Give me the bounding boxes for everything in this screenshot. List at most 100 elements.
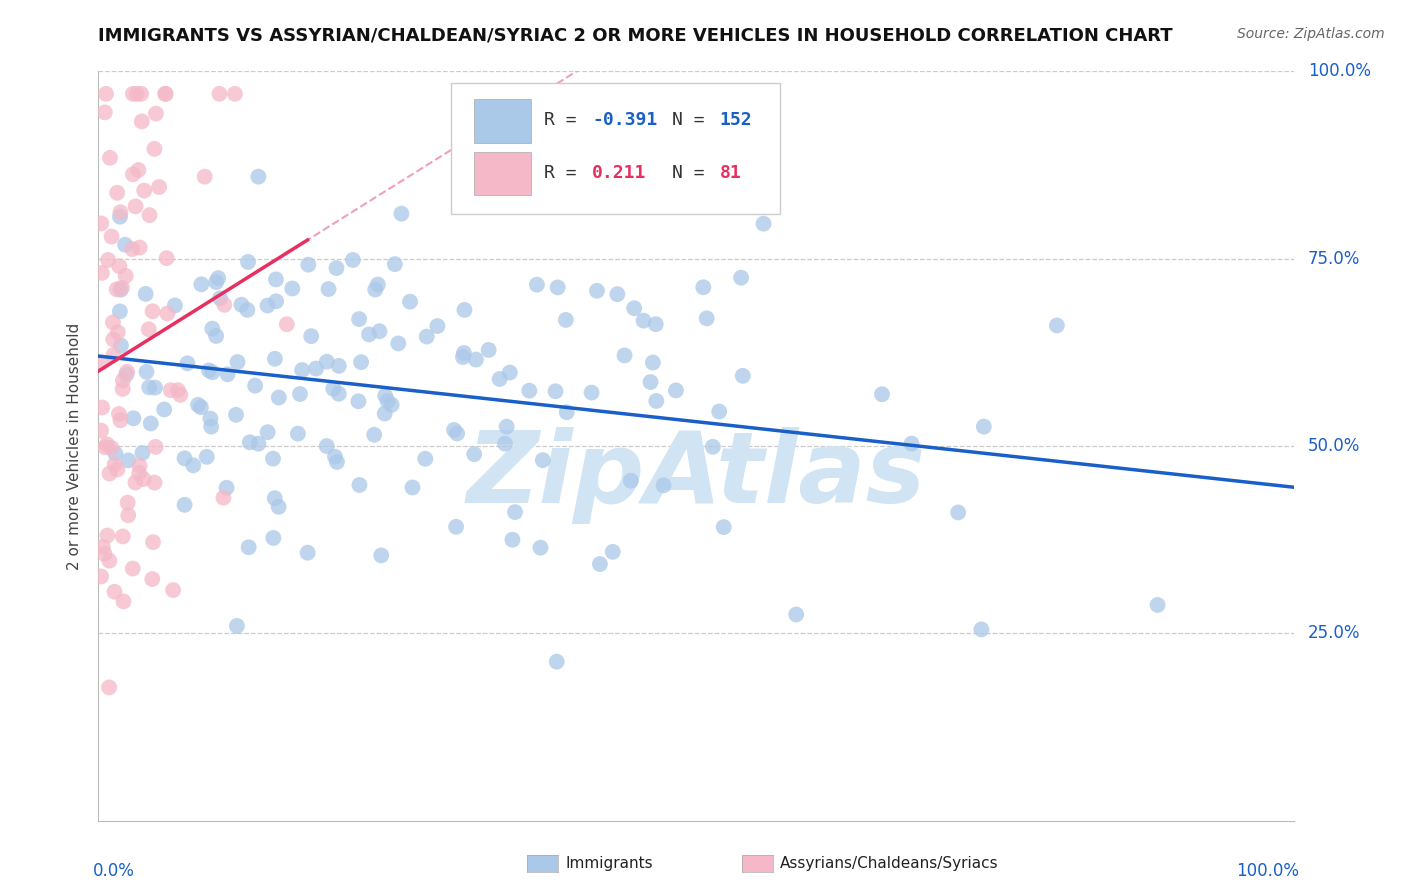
Point (138, 322, 160, 336)
Point (96, 437, 118, 451)
Point (387, 336, 409, 351)
Point (129, 87, 152, 101)
Point (153, 402, 176, 417)
Point (606, 287, 628, 301)
Point (702, 440, 724, 454)
Point (187, 398, 209, 412)
Point (262, 451, 284, 466)
Point (426, 319, 449, 334)
Point (91, 540, 114, 554)
Text: 25.0%: 25.0% (1308, 624, 1361, 642)
Point (103, 348, 125, 362)
Point (90, 424, 112, 438)
Point (443, 423, 465, 437)
Point (315, 439, 337, 453)
Point (900, 436, 922, 450)
Point (1046, 318, 1069, 333)
Text: N =: N = (672, 163, 716, 181)
Point (652, 478, 675, 492)
Point (110, 413, 132, 427)
Point (138, 380, 160, 394)
Point (692, 280, 714, 294)
Point (156, 251, 179, 265)
Point (115, 365, 138, 379)
Point (145, 106, 167, 120)
Point (752, 217, 775, 231)
Point (322, 382, 344, 396)
Point (291, 363, 314, 377)
Point (135, 286, 157, 301)
Text: 100.0%: 100.0% (1236, 862, 1299, 880)
Point (546, 655, 568, 669)
Point (173, 498, 195, 512)
Point (239, 435, 262, 450)
Text: 152: 152 (720, 112, 752, 129)
Point (122, 87, 145, 101)
Point (236, 255, 259, 269)
Point (125, 87, 148, 101)
Point (98, 554, 121, 568)
Point (633, 313, 655, 327)
Point (155, 87, 177, 101)
Text: 75.0%: 75.0% (1308, 250, 1360, 268)
Text: Immigrants: Immigrants (565, 856, 652, 871)
Point (526, 277, 548, 292)
Point (98, 467, 121, 481)
Point (108, 259, 131, 273)
Point (105, 186, 128, 200)
Point (128, 458, 150, 473)
Point (276, 318, 298, 332)
Point (328, 359, 350, 373)
Point (201, 321, 224, 335)
Point (370, 549, 392, 563)
Point (104, 446, 127, 460)
Point (299, 329, 322, 343)
Point (143, 142, 166, 156)
Point (134, 184, 156, 198)
Point (555, 405, 578, 419)
Point (602, 545, 624, 559)
Point (499, 366, 522, 380)
Point (214, 298, 236, 312)
Point (581, 385, 603, 400)
Point (207, 271, 229, 285)
Point (297, 258, 319, 272)
Text: 81: 81 (720, 163, 741, 181)
Point (101, 315, 124, 329)
Point (142, 535, 165, 549)
Point (416, 329, 439, 343)
Point (145, 440, 167, 454)
Point (325, 261, 347, 276)
Point (108, 304, 131, 318)
Point (367, 277, 389, 292)
Point (153, 87, 176, 101)
Point (131, 446, 153, 460)
Point (315, 354, 337, 368)
Point (264, 351, 287, 366)
Text: 50.0%: 50.0% (1308, 437, 1360, 455)
Point (131, 114, 153, 128)
Point (162, 583, 184, 598)
Y-axis label: 2 or more Vehicles in Household: 2 or more Vehicles in Household (67, 322, 83, 570)
Point (226, 619, 249, 633)
Point (247, 436, 270, 450)
Point (488, 372, 510, 386)
Text: Assyrians/Chaldeans/Syriacs: Assyrians/Chaldeans/Syriacs (780, 856, 998, 871)
Point (501, 533, 523, 547)
Point (478, 343, 501, 357)
Point (620, 474, 643, 488)
Point (108, 210, 131, 224)
Point (217, 368, 239, 382)
Point (446, 426, 468, 441)
Point (103, 584, 125, 599)
Text: R =: R = (544, 112, 588, 129)
Point (347, 312, 370, 326)
Point (645, 393, 668, 408)
Point (104, 458, 127, 472)
Point (318, 282, 340, 296)
Point (97, 252, 120, 267)
Point (243, 378, 266, 392)
Point (453, 302, 475, 317)
Point (247, 169, 270, 184)
Point (159, 383, 181, 397)
